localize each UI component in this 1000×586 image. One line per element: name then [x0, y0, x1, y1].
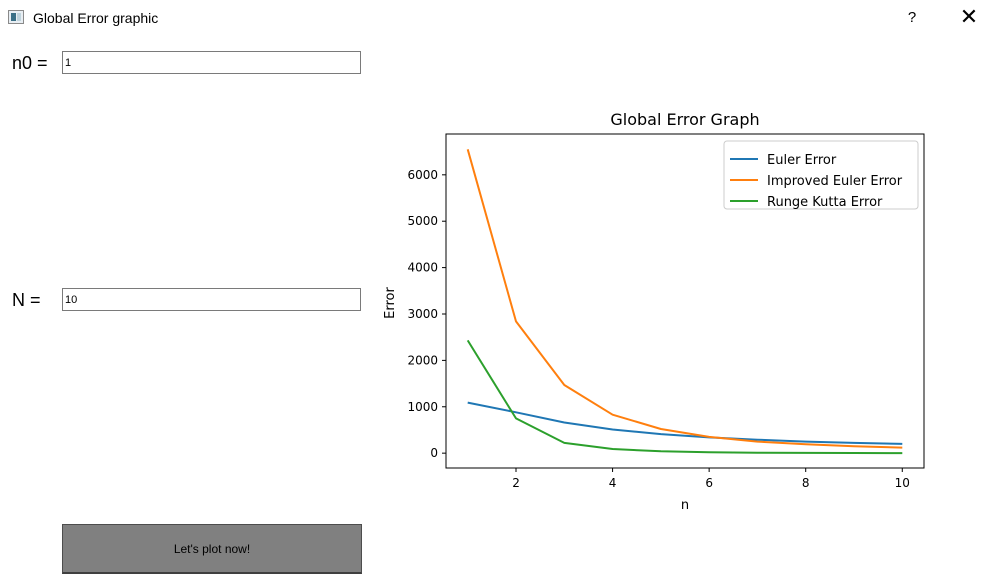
y-tick-label: 0 [430, 446, 438, 460]
x-tick-label: 2 [512, 476, 520, 490]
x-tick-label: 6 [705, 476, 713, 490]
app-icon [8, 10, 24, 24]
y-tick-label: 5000 [407, 214, 438, 228]
legend-label: Runge Kutta Error [767, 195, 883, 210]
N-label: N = [12, 290, 41, 310]
y-tick-label: 6000 [407, 168, 438, 182]
n0-input[interactable] [62, 51, 361, 74]
N-input[interactable] [62, 288, 361, 311]
y-tick-label: 2000 [407, 353, 438, 367]
help-button[interactable]: ? [907, 9, 917, 26]
title-bar: Global Error graphic ? ✕ [0, 0, 1000, 36]
plot-button[interactable]: Let's plot now! [62, 524, 362, 574]
window-title: Global Error graphic [33, 10, 159, 26]
x-axis-label: n [681, 498, 689, 513]
global-error-chart: Global Error Graph n Error 2 4 6 8 10 0 1000 20… [383, 110, 925, 513]
chart-title: Global Error Graph [610, 110, 759, 129]
n0-label: n0 = [12, 53, 48, 73]
legend-label: Improved Euler Error [767, 174, 903, 189]
legend-box [723, 140, 919, 210]
x-tick-label: 4 [609, 476, 617, 490]
x-tick-label: 10 [895, 476, 910, 490]
plot-area-frame [445, 133, 925, 469]
y-tick-label: 1000 [407, 400, 438, 414]
x-tick-label: 8 [802, 476, 810, 490]
y-tick-label: 4000 [407, 261, 438, 275]
series-line-2 [466, 149, 903, 449]
y-tick-label: 3000 [407, 307, 438, 321]
series-line-3 [466, 339, 903, 455]
close-button[interactable]: ✕ [959, 5, 979, 30]
series-line-1 [467, 401, 903, 445]
legend-label: Euler Error [767, 153, 837, 168]
y-axis-label: Error [383, 287, 398, 319]
